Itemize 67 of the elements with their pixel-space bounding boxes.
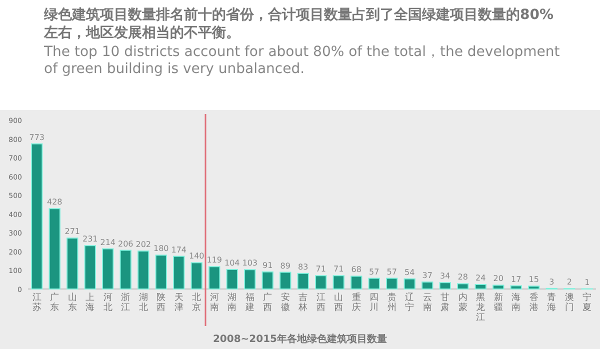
xtick: 宁夏 (582, 293, 592, 313)
label: 180 (153, 244, 169, 254)
label: 119 (206, 256, 222, 265)
label: 1 (584, 278, 590, 287)
label: 15 (528, 275, 539, 284)
xtick: 广东 (50, 293, 60, 313)
label: 17 (511, 274, 522, 284)
label: 773 (29, 132, 45, 142)
label: 206 (118, 239, 134, 248)
xtick: 山西 (334, 293, 344, 313)
xtick: 云南 (422, 293, 432, 313)
label: 68 (351, 265, 362, 274)
label: 174 (171, 245, 187, 254)
xtick: 海南 (512, 293, 521, 313)
xtick: 重庆 (352, 293, 361, 313)
label: 71 (334, 264, 344, 274)
xtick: 江苏 (32, 293, 42, 313)
label: 428 (46, 198, 62, 207)
xtick: 吉林 (298, 293, 308, 313)
xtick: 山东 (68, 293, 77, 313)
xtick: 河南 (210, 293, 219, 313)
xtick: 辽宁 (405, 293, 414, 313)
xtick: 新疆 (494, 293, 503, 313)
xtick: 四川 (370, 293, 379, 313)
label: 57 (386, 267, 397, 276)
subtitle: The top 10 districts account for about 80% of the total，the development of green building is very unbalanced. (44, 44, 561, 78)
label: 91 (262, 260, 273, 270)
label: 28 (458, 272, 468, 282)
label: 231 (82, 234, 98, 244)
label: 140 (188, 252, 204, 261)
label: 104 (224, 258, 240, 268)
xtick: 广西 (263, 293, 272, 313)
xtick: 天津 (174, 293, 184, 313)
xtick: 贵州 (387, 293, 396, 313)
xtick: 黑龙江 (476, 293, 486, 323)
label: 214 (100, 238, 116, 247)
xtick: 上海 (86, 293, 95, 313)
label: 37 (422, 271, 432, 280)
label: 103 (242, 258, 258, 268)
label: 271 (64, 227, 80, 236)
xtick: 福建 (245, 293, 254, 313)
xtick: 北京 (192, 293, 202, 313)
xtick: 澳门 (564, 293, 574, 313)
xtick: 青海 (547, 293, 556, 313)
xtick: 陕西 (156, 293, 166, 313)
label: 54 (404, 268, 415, 277)
title: 绿色建筑项目数量排名前十的省份，合计项目数量占到了全国绿建项目数量的80%左右，地区发展相当的不平衡。 (44, 6, 555, 42)
label: 2 (566, 278, 572, 287)
label: 3 (549, 277, 554, 286)
xtick: 香港 (529, 293, 538, 313)
xtick: 河北 (103, 293, 112, 313)
label: 24 (476, 274, 486, 282)
label: 34 (440, 272, 450, 281)
label: 202 (136, 240, 152, 250)
label: 20 (493, 274, 504, 284)
xtick: 浙江 (121, 293, 130, 313)
label: 89 (280, 261, 290, 270)
xtick: 安徽 (280, 293, 290, 313)
xtick: 湖北 (138, 293, 148, 313)
xtick: 内蒙 (458, 293, 468, 313)
label: 83 (298, 262, 308, 272)
label: 71 (316, 264, 326, 274)
xtick: 甘肃 (440, 293, 450, 313)
label: 57 (369, 267, 380, 276)
xtick: 湖南 (228, 293, 237, 313)
xtick: 江西 (316, 293, 326, 313)
xlabel: 2008~2015年各地绿色建筑项目数量 (212, 334, 388, 345)
